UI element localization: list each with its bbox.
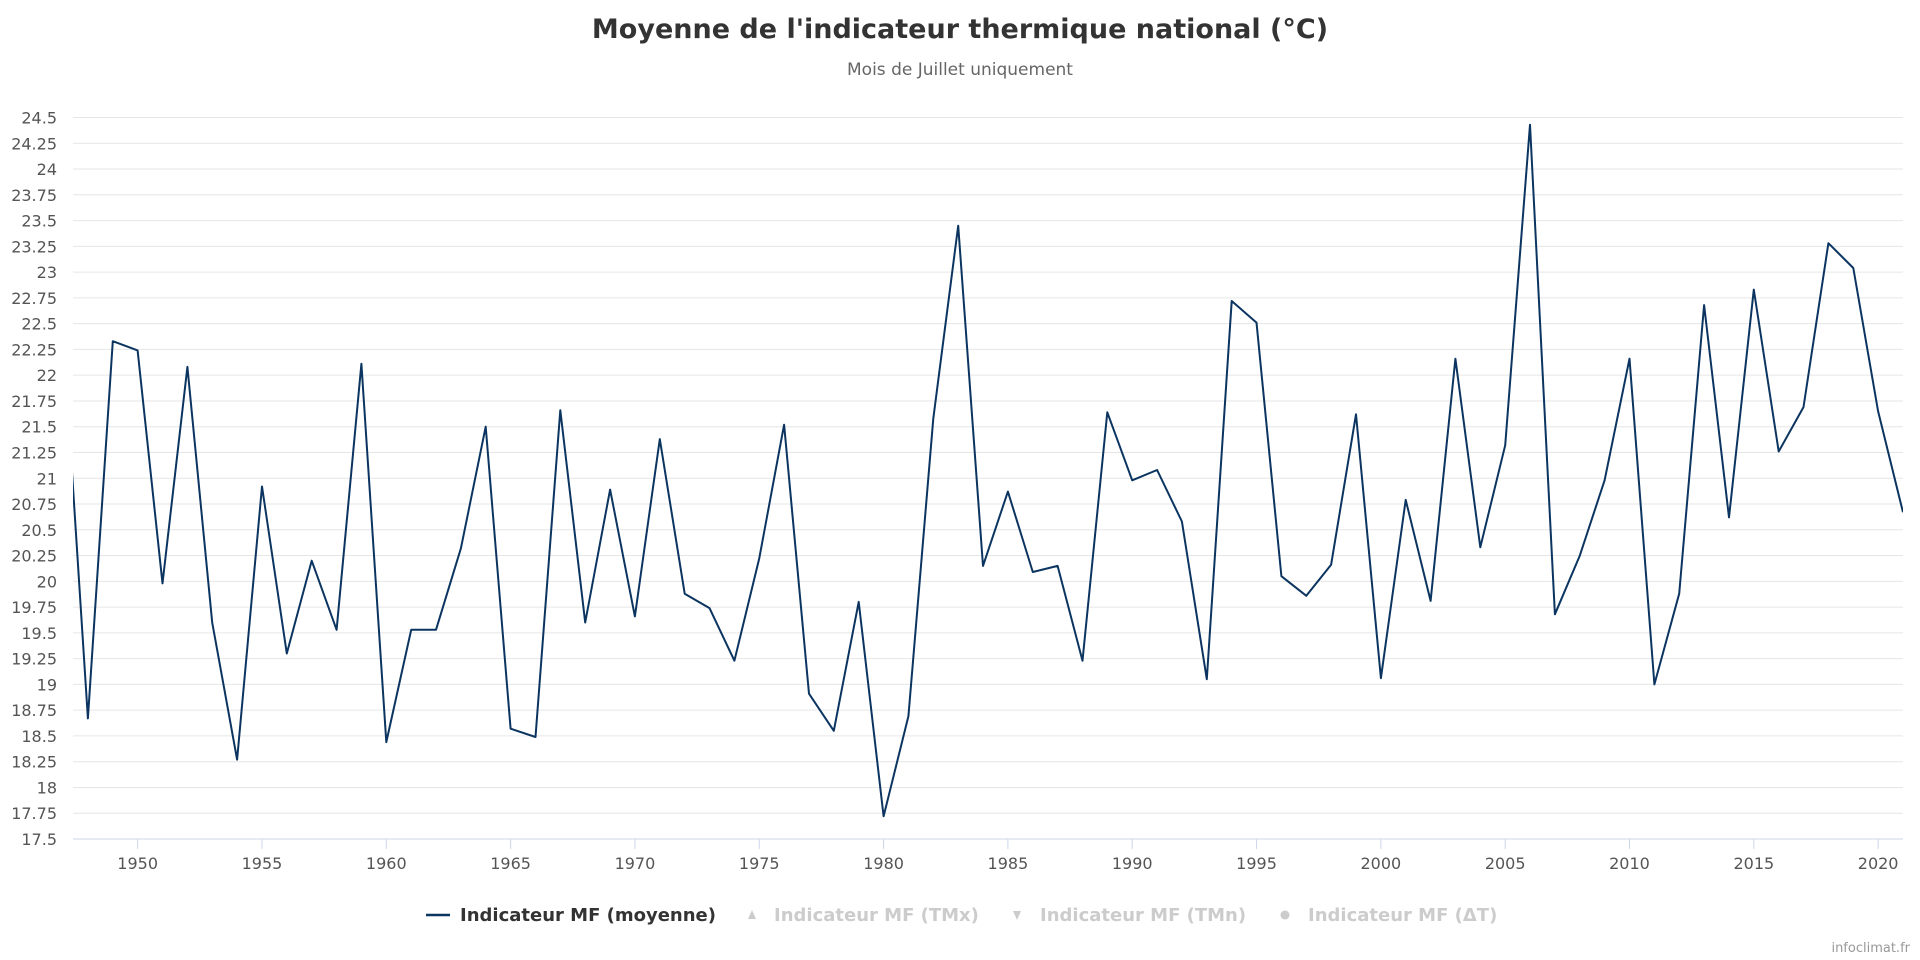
x-tick-label: 1950 bbox=[117, 854, 158, 873]
x-tick-label: 1970 bbox=[615, 854, 656, 873]
y-tick-label: 19.75 bbox=[11, 598, 57, 617]
series-group bbox=[73, 123, 1903, 818]
y-tick-label: 20.5 bbox=[21, 521, 57, 540]
x-tick-label: 1985 bbox=[988, 854, 1029, 873]
y-tick-label: 23.75 bbox=[11, 186, 57, 205]
x-tick-label: 2010 bbox=[1609, 854, 1650, 873]
credits-link[interactable]: infoclimat.fr bbox=[1831, 941, 1910, 956]
triangle-down-icon bbox=[1013, 911, 1021, 920]
y-tick-label: 19.25 bbox=[11, 650, 57, 669]
legend-item[interactable]: Indicateur MF (moyenne) bbox=[426, 905, 716, 926]
chart-subtitle: Mois de Juillet uniquement bbox=[847, 60, 1073, 80]
x-tick-label: 1975 bbox=[739, 854, 780, 873]
x-tick-label: 2020 bbox=[1858, 854, 1899, 873]
legend-label: Indicateur MF (TMx) bbox=[774, 905, 979, 926]
y-tick-label: 24.5 bbox=[21, 109, 57, 128]
chart-title: Moyenne de l'indicateur thermique nation… bbox=[592, 14, 1328, 45]
x-tick-label: 1960 bbox=[366, 854, 407, 873]
x-tick-label: 2015 bbox=[1733, 854, 1774, 873]
x-tick-label: 1980 bbox=[863, 854, 904, 873]
y-tick-label: 17.75 bbox=[11, 804, 57, 823]
y-tick-label: 20.75 bbox=[11, 495, 57, 514]
y-tick-label: 21.75 bbox=[11, 392, 57, 411]
legend-item[interactable]: Indicateur MF (TMn) bbox=[1013, 905, 1246, 926]
y-tick-label: 20.25 bbox=[11, 547, 57, 566]
legend-item[interactable]: Indicateur MF (ΔT) bbox=[1280, 905, 1498, 926]
legend-item[interactable]: Indicateur MF (TMx) bbox=[748, 905, 979, 926]
y-tick-label: 24.25 bbox=[11, 134, 57, 153]
y-tick-label: 22.5 bbox=[21, 315, 57, 334]
y-tick-label: 21.5 bbox=[21, 418, 57, 437]
y-tick-label: 19.5 bbox=[21, 624, 57, 643]
y-tick-label: 22.25 bbox=[11, 340, 57, 359]
x-tick-label: 1990 bbox=[1112, 854, 1153, 873]
y-tick-label: 23.5 bbox=[21, 212, 57, 231]
series-line-moyenne bbox=[73, 123, 1903, 818]
legend-label: Indicateur MF (moyenne) bbox=[460, 905, 716, 926]
y-tick-label: 18.5 bbox=[21, 727, 57, 746]
y-axis-labels: 17.5 17.75 18 18.25 18.5 18.75 19 19.25 19.5 19.7… bbox=[11, 109, 57, 850]
x-axis-labels: 1950 1955 1960 1965 1970 1975 1980 1985 1990 1995… bbox=[117, 839, 1898, 873]
x-tick-label: 1955 bbox=[242, 854, 283, 873]
legend-label: Indicateur MF (ΔT) bbox=[1308, 905, 1497, 926]
x-tick-label: 2005 bbox=[1485, 854, 1526, 873]
y-tick-label: 19 bbox=[37, 675, 57, 694]
x-tick-label: 1995 bbox=[1236, 854, 1277, 873]
y-tick-label: 18 bbox=[37, 778, 57, 797]
x-tick-label: 2000 bbox=[1360, 854, 1401, 873]
y-tick-label: 23.25 bbox=[11, 237, 57, 256]
y-tick-label: 24 bbox=[37, 160, 57, 179]
legend: Indicateur MF (moyenne) Indicateur MF (TM… bbox=[426, 905, 1497, 926]
triangle-up-icon bbox=[748, 910, 756, 919]
legend-label: Indicateur MF (TMn) bbox=[1040, 905, 1246, 926]
y-tick-label: 17.5 bbox=[21, 830, 57, 849]
y-tick-label: 21.25 bbox=[11, 443, 57, 462]
y-tick-label: 18.25 bbox=[11, 753, 57, 772]
y-tick-label: 21 bbox=[37, 469, 57, 488]
y-tick-label: 18.75 bbox=[11, 701, 57, 720]
circle-icon bbox=[1280, 910, 1290, 920]
y-tick-label: 22 bbox=[37, 366, 57, 385]
x-tick-label: 1965 bbox=[490, 854, 531, 873]
grid bbox=[73, 117, 1903, 840]
y-tick-label: 23 bbox=[37, 263, 57, 282]
y-tick-label: 22.75 bbox=[11, 289, 57, 308]
y-tick-label: 20 bbox=[37, 572, 57, 591]
